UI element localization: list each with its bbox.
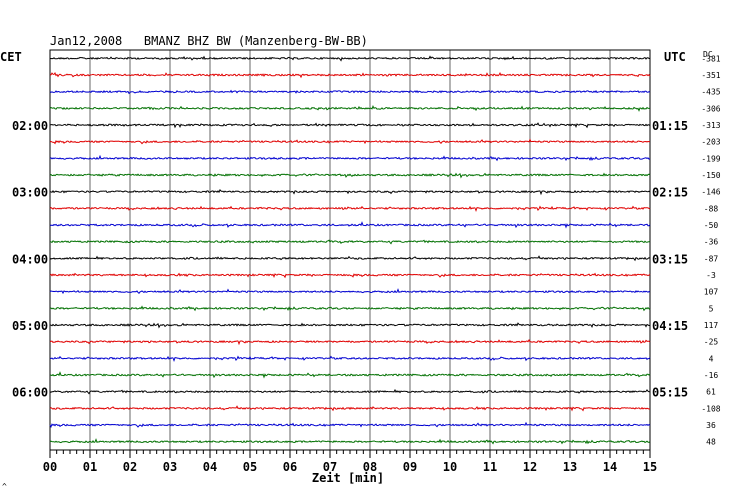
- x-tick-label: 09: [403, 460, 417, 474]
- seismic-trace: [49, 122, 651, 129]
- corner-mark: ^: [2, 482, 7, 491]
- x-tick-label: 14: [603, 460, 617, 474]
- x-tick-label: 15: [643, 460, 657, 474]
- seismic-trace: [49, 272, 651, 279]
- dc-offset-label: 5: [709, 304, 714, 313]
- dc-offset-label: -88: [704, 204, 719, 213]
- x-tick-label: 10: [443, 460, 457, 474]
- dc-offset-label: -150: [701, 171, 720, 180]
- seismic-trace: [49, 71, 651, 79]
- seismic-trace: [49, 438, 651, 445]
- utc-time-label: 05:15: [652, 386, 688, 400]
- x-tick-label: 03: [163, 460, 177, 474]
- plot-frame: [49, 49, 651, 451]
- seismic-trace: [49, 239, 651, 245]
- seismic-trace: [49, 305, 651, 312]
- seismic-trace: [49, 405, 650, 412]
- trace-group: [49, 55, 651, 445]
- dc-offset-label: -146: [701, 188, 720, 197]
- dc-offset-label: 117: [704, 321, 719, 330]
- dc-offset-label: -3: [706, 271, 716, 280]
- dc-offset-label: -313: [701, 121, 720, 130]
- cet-time-label: 04:00: [12, 252, 48, 266]
- utc-time-label: 02:15: [652, 186, 688, 200]
- seismic-trace: [49, 338, 651, 346]
- x-tick-label: 07: [323, 460, 337, 474]
- dc-label: DC: [703, 50, 713, 59]
- x-tick-label: 05: [243, 460, 257, 474]
- dc-offset-label: -306: [701, 104, 720, 113]
- cet-label: CET: [0, 50, 22, 64]
- utc-label: UTC: [664, 50, 686, 64]
- seismic-trace: [49, 388, 651, 395]
- dc-offset-label: -108: [701, 404, 720, 413]
- dc-offset-label: 48: [706, 438, 716, 447]
- x-tick-label: 11: [483, 460, 497, 474]
- dc-offset-label: -203: [701, 138, 720, 147]
- x-tick-label: 00: [43, 460, 57, 474]
- cet-time-label: 06:00: [12, 386, 48, 400]
- seismic-trace: [49, 172, 651, 179]
- x-axis-label: Zeit [min]: [312, 471, 384, 485]
- dc-offset-label: 61: [706, 388, 716, 397]
- utc-time-label: 01:15: [652, 119, 688, 133]
- seismic-trace: [49, 255, 651, 262]
- dc-offset-label: -381: [701, 54, 720, 63]
- x-tick-label: 12: [523, 460, 537, 474]
- label-group: 00 01 02 03 04 05 06 07 08 09 10 11 12 13 14 15-381-351…: [12, 54, 721, 474]
- seismic-trace: [49, 138, 651, 145]
- x-tick-label: 01: [83, 460, 97, 474]
- x-tick-label: 02: [123, 460, 137, 474]
- seismic-trace: [49, 288, 651, 295]
- dc-offset-label: 107: [704, 288, 719, 297]
- x-tick-label: 13: [563, 460, 577, 474]
- chart-grid: [49, 49, 651, 458]
- dc-offset-label: -199: [701, 154, 720, 163]
- utc-time-label: 04:15: [652, 319, 688, 333]
- x-tick-label: 06: [283, 460, 297, 474]
- seismic-trace: [49, 55, 651, 62]
- seismic-trace: [49, 89, 651, 95]
- seismic-trace: [49, 105, 650, 112]
- cet-time-label: 03:00: [12, 186, 48, 200]
- dc-offset-label: -435: [701, 88, 720, 97]
- seismic-trace: [49, 154, 651, 162]
- seismic-trace: [49, 221, 651, 229]
- seismic-trace: [49, 421, 651, 428]
- seismic-trace: [49, 355, 651, 363]
- dc-offset-label: 4: [709, 354, 714, 363]
- dc-offset-label: -16: [704, 371, 719, 380]
- utc-time-label: 03:15: [652, 252, 688, 266]
- dc-offset-label: 36: [706, 421, 716, 430]
- dc-offset-label: -87: [704, 254, 719, 263]
- cet-time-label: 02:00: [12, 119, 48, 133]
- seismic-trace: [49, 205, 651, 213]
- cet-time-label: 05:00: [12, 319, 48, 333]
- seismic-trace: [49, 188, 651, 196]
- seismic-trace: [49, 322, 651, 329]
- dc-offset-label: -25: [704, 338, 719, 347]
- x-tick-label: 08: [363, 460, 377, 474]
- dc-offset-label: -36: [704, 238, 719, 247]
- dc-offset-label: -351: [701, 71, 720, 80]
- seismic-trace: [49, 371, 651, 379]
- chart-title: Jan12,2008 BMANZ BHZ BW (Manzenberg-BW-B…: [50, 34, 368, 48]
- x-tick-label: 04: [203, 460, 217, 474]
- dc-offset-label: -50: [704, 221, 719, 230]
